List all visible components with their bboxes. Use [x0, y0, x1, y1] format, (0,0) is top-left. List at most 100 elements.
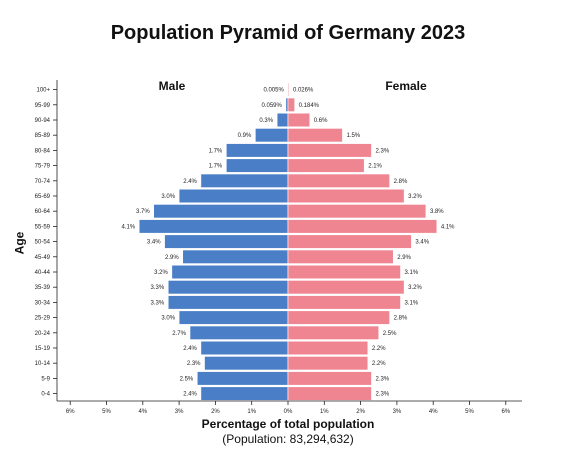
age-group-label: 90-94	[35, 118, 51, 124]
male-value-label: 3.3%	[151, 300, 165, 306]
age-group-label: 20-24	[35, 331, 51, 337]
male-bar	[200, 340, 289, 356]
male-bar	[196, 371, 289, 386]
female-bar	[287, 234, 412, 249]
female-value-label: 2.5%	[383, 331, 397, 337]
female-value-label: 3.1%	[405, 300, 419, 306]
x-axis-title: Percentage of total population	[201, 417, 375, 431]
age-group-label: 60-64	[35, 209, 51, 215]
chart-title: Population Pyramid of Germany 2023	[110, 22, 466, 44]
series-label-female: Female	[385, 79, 427, 93]
male-bar	[171, 264, 289, 280]
female-bar	[287, 173, 390, 188]
x-tick-label: 2%	[211, 409, 220, 415]
x-tick-label: 4%	[429, 409, 438, 415]
male-bar	[225, 143, 289, 158]
y-axis-title: Age	[12, 231, 27, 255]
male-bar	[182, 249, 289, 264]
male-bar	[153, 204, 289, 219]
male-value-label: 3.0%	[161, 194, 175, 200]
female-value-label: 1.5%	[346, 133, 360, 139]
female-bar	[287, 97, 295, 112]
female-bar	[287, 356, 369, 371]
male-value-label: 2.5%	[180, 376, 194, 382]
age-group-label: 75-79	[35, 164, 51, 170]
male-bar	[285, 97, 289, 112]
female-value-label: 2.2%	[372, 361, 386, 367]
x-tick-label: 4%	[138, 409, 147, 415]
age-group-label: 80-84	[35, 148, 51, 154]
male-value-label: 3.0%	[161, 316, 175, 322]
male-value-label: 3.7%	[136, 209, 150, 215]
age-group-label: 5-9	[41, 376, 50, 382]
male-value-label: 1.7%	[209, 164, 223, 170]
female-value-label: 3.1%	[405, 270, 419, 276]
female-bar	[287, 310, 390, 325]
male-value-label: 0.005%	[263, 88, 284, 94]
male-bar	[200, 173, 289, 188]
female-bar	[287, 219, 438, 234]
male-value-label: 0.3%	[259, 118, 273, 124]
age-group-label: 40-44	[35, 270, 51, 276]
age-group-label: 85-89	[35, 133, 51, 139]
x-tick-label: 1%	[247, 409, 256, 415]
x-tick-label: 5%	[465, 409, 474, 415]
x-tick-label: 0%	[284, 409, 293, 415]
male-value-label: 3.2%	[154, 270, 168, 276]
age-group-label: 55-59	[35, 224, 51, 230]
age-group-label: 70-74	[35, 179, 51, 185]
male-bar	[204, 356, 289, 371]
age-group-label: 45-49	[35, 255, 51, 261]
male-value-label: 4.1%	[121, 224, 135, 230]
series-label-male: Male	[159, 79, 186, 93]
age-group-label: 100+	[36, 88, 50, 94]
male-value-label: 3.4%	[147, 240, 161, 246]
male-bar	[200, 386, 289, 401]
male-value-label: 2.9%	[165, 255, 179, 261]
male-bar	[167, 295, 289, 310]
age-group-label: 65-69	[35, 194, 51, 200]
male-value-label: 2.7%	[172, 331, 186, 337]
female-bar	[287, 280, 405, 295]
age-group-label: 95-99	[35, 103, 51, 109]
x-tick-label: 5%	[102, 409, 111, 415]
x-tick-label: 3%	[393, 409, 402, 415]
male-value-label: 1.7%	[209, 148, 223, 154]
x-tick-label: 6%	[501, 409, 510, 415]
male-value-label: 2.3%	[187, 361, 201, 367]
female-bar	[287, 264, 401, 280]
male-bar	[178, 310, 289, 325]
female-value-label: 4.1%	[441, 224, 455, 230]
female-bar	[287, 112, 311, 128]
female-bar	[287, 143, 372, 158]
age-group-label: 35-39	[35, 285, 51, 291]
female-value-label: 2.3%	[375, 376, 389, 382]
female-value-label: 0.184%	[299, 103, 320, 109]
female-bar	[287, 340, 369, 356]
male-value-label: 0.9%	[238, 133, 252, 139]
female-value-label: 2.3%	[375, 392, 389, 398]
female-bar	[287, 128, 343, 143]
female-value-label: 3.8%	[430, 209, 444, 215]
age-group-label: 10-14	[35, 361, 51, 367]
female-value-label: 2.1%	[368, 164, 382, 170]
male-value-label: 2.4%	[183, 392, 197, 398]
female-bar	[287, 325, 380, 340]
population-subtitle: (Population: 83,294,632)	[222, 432, 354, 446]
x-tick-label: 3%	[175, 409, 184, 415]
male-value-label: 0.059%	[261, 103, 282, 109]
female-bar	[287, 295, 401, 310]
female-value-label: 3.4%	[415, 240, 429, 246]
x-tick-label: 2%	[356, 409, 365, 415]
female-bar	[287, 371, 372, 386]
female-value-label: 0.026%	[293, 88, 314, 94]
male-bar	[164, 234, 289, 249]
x-tick-label: 6%	[66, 409, 75, 415]
age-group-label: 0-4	[41, 392, 50, 398]
female-bar	[287, 158, 365, 173]
female-value-label: 2.8%	[394, 316, 408, 322]
x-tick-label: 1%	[320, 409, 329, 415]
female-value-label: 2.9%	[397, 255, 411, 261]
age-group-label: 30-34	[35, 300, 51, 306]
